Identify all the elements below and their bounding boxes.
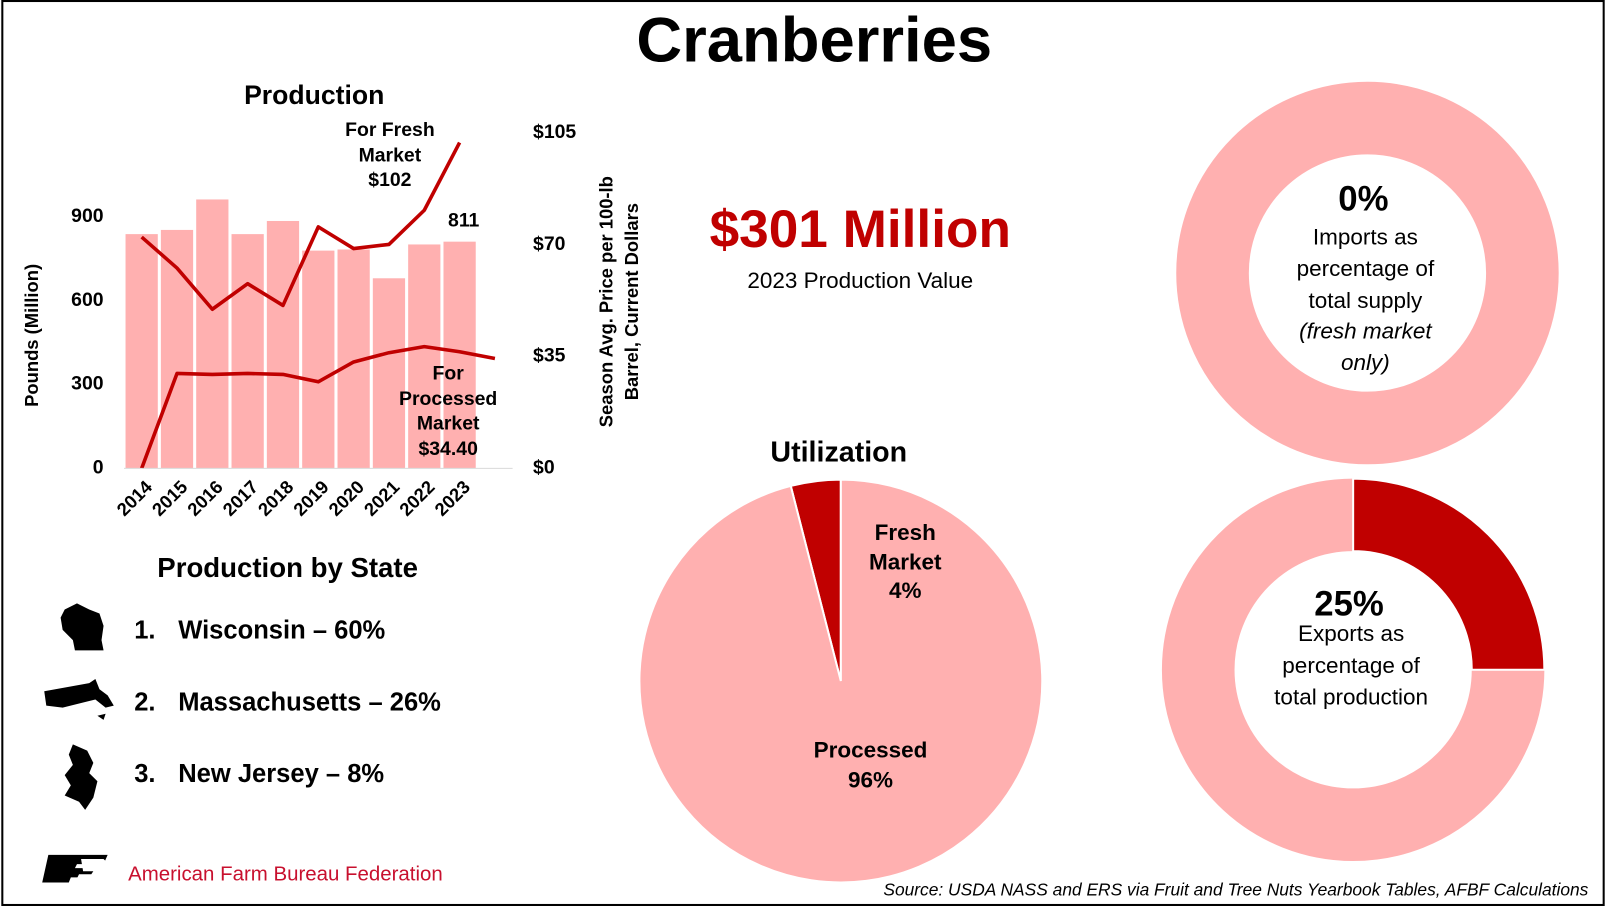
slice-value-label: 4% <box>888 577 922 604</box>
line <box>140 141 462 312</box>
text-box: Exports as percentage of total productio… <box>1274 620 1429 710</box>
new-jersey-icon <box>64 744 98 810</box>
bar <box>231 234 264 469</box>
donut-note: (fresh market only) <box>1299 318 1432 376</box>
bar <box>266 220 300 469</box>
y2-tick-label: $70 <box>533 233 565 255</box>
state-share: Wisconsin – 60% <box>178 617 385 645</box>
series-value-label: $102 <box>368 170 412 192</box>
bar <box>372 278 406 469</box>
state-rank: 3. <box>134 760 155 788</box>
page-title: Cranberries <box>636 6 992 76</box>
text-box: Processed 96% <box>813 737 928 793</box>
donut-segment <box>1352 477 1546 671</box>
y-tick-label: 900 <box>71 205 103 227</box>
logo-text: American Farm Bureau Federation <box>128 863 443 886</box>
slice-label: Processed <box>813 737 928 763</box>
y-axis-title: Pounds (Million) <box>21 264 42 407</box>
donut-track <box>1176 81 1559 465</box>
massachusetts-icon <box>44 678 114 720</box>
series-name: For Processed Market <box>399 363 498 435</box>
line <box>139 344 496 469</box>
bar <box>125 234 158 469</box>
text-box: For Processed Market $34.40 <box>399 363 498 461</box>
text-box: Imports as percentage of total supply(fr… <box>1296 223 1435 376</box>
slice-label: Fresh Market <box>868 519 942 575</box>
slice-value-label: 96% <box>847 766 894 793</box>
state-share: New Jersey – 8% <box>178 760 384 788</box>
source: Source: USDA NASS and ERS via Fruit and … <box>883 879 1588 899</box>
state-share: Massachusetts – 26% <box>178 688 441 716</box>
bar-value-label: 811 <box>448 209 480 231</box>
y2-tick-label: $105 <box>533 121 576 143</box>
state-rank: 1. <box>134 617 155 645</box>
bar <box>196 199 229 469</box>
logo-mark-cut <box>74 858 106 883</box>
y-tick-label: 0 <box>93 456 104 478</box>
chart-title: Production <box>244 80 384 110</box>
chart-title: Utilization <box>770 437 907 469</box>
donut-value-label: 0% <box>1338 181 1388 219</box>
y-tick-label: 600 <box>71 289 103 311</box>
series-value-label: $34.40 <box>418 438 478 461</box>
bar <box>302 250 335 469</box>
donut-label: Exports as percentage of total productio… <box>1274 620 1429 710</box>
text-box: For Fresh Market $102 <box>345 119 435 192</box>
y2-tick-label: $0 <box>533 456 555 478</box>
y2-axis-title: Barrel, Current Dollars <box>621 203 642 400</box>
highlight-label: 2023 Production Value <box>747 268 973 293</box>
states-title: Production by State <box>157 552 418 583</box>
y2-axis-title: Season Avg. Price per 100-lb <box>596 176 617 427</box>
series-name: For Fresh Market <box>345 119 435 167</box>
highlight-value: $301 Million <box>710 200 1011 259</box>
y-tick-label: 300 <box>71 373 103 395</box>
pie-slice <box>638 478 1044 884</box>
bar <box>408 244 441 469</box>
state-rank: 2. <box>134 688 155 716</box>
donut-label: Imports as percentage of total supply <box>1296 223 1435 313</box>
donut-value-label: 25% <box>1314 586 1384 624</box>
y2-tick-label: $35 <box>533 345 566 367</box>
